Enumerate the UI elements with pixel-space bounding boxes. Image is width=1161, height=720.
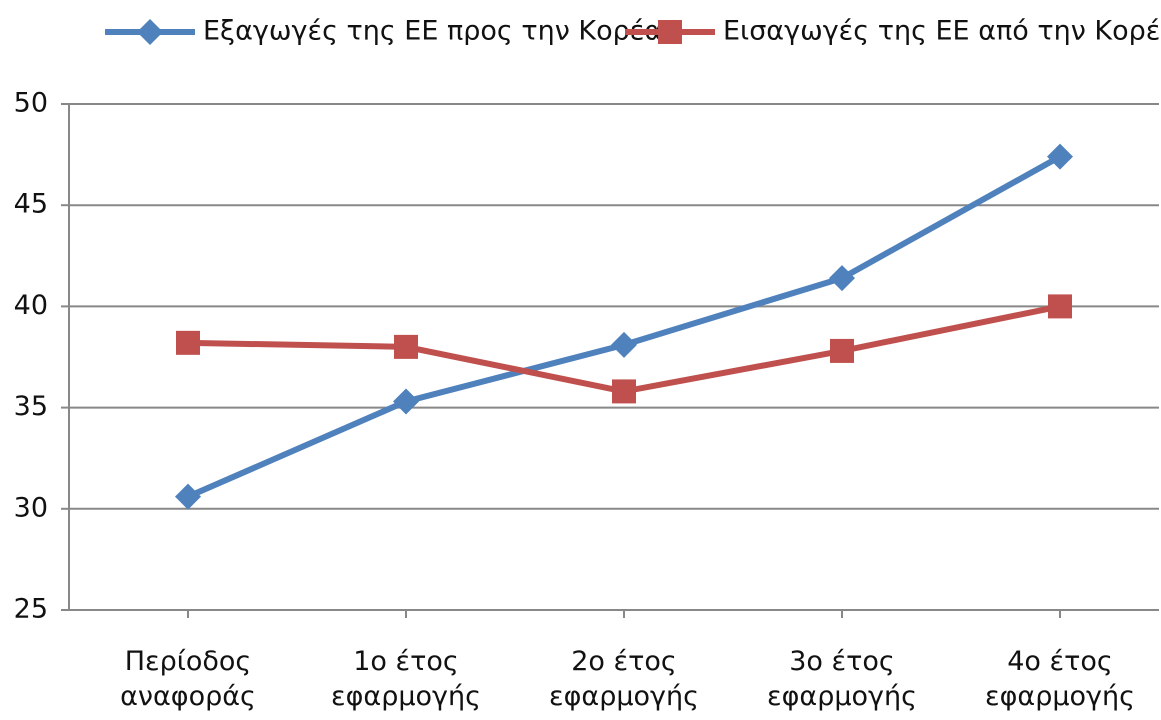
y-tick-label: 25 (14, 594, 48, 625)
y-tick-label: 50 (14, 88, 48, 119)
marker (612, 379, 636, 404)
marker (394, 334, 418, 359)
x-tick-label: 2ο έτος εφαρμογής (549, 646, 699, 712)
marker (176, 330, 200, 355)
legend-label: Εισαγωγές της ΕΕ από την Κορέα (723, 16, 1161, 47)
marker (829, 265, 855, 292)
legend-label: Εξαγωγές της ΕΕ προς την Κορέα (203, 16, 662, 47)
marker (1047, 143, 1073, 170)
y-tick-label: 40 (14, 290, 48, 321)
x-tick-label: 3ο έτος εφαρμογής (767, 646, 917, 712)
marker (393, 388, 419, 415)
y-tick-label: 30 (14, 492, 48, 523)
x-tick-label: 4ο έτος εφαρμογής (985, 646, 1135, 712)
x-tick-label: 1ο έτος εφαρμογής (331, 646, 481, 712)
y-tick-label: 45 (14, 189, 48, 220)
marker (830, 338, 854, 363)
y-tick-label: 35 (14, 391, 48, 422)
marker (1048, 294, 1072, 319)
x-tick-label: Περίοδος αναφοράς (120, 646, 256, 712)
marker (658, 20, 682, 44)
series-line (186, 154, 1062, 500)
marker (137, 19, 163, 45)
marker (611, 331, 637, 358)
marker (175, 483, 201, 510)
